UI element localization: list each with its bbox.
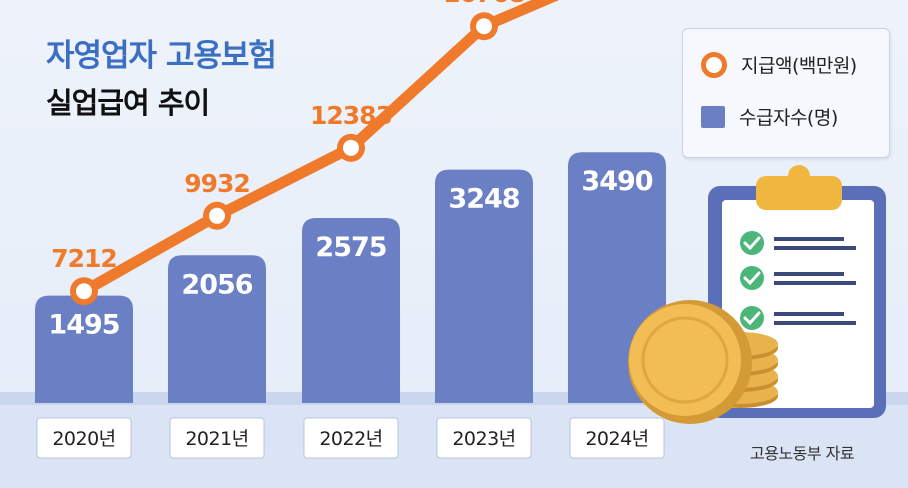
line-point-center-2: [343, 139, 359, 156]
checklist-line-b-1: [774, 281, 856, 285]
legend-line-label: 지급액(백만원): [741, 55, 857, 77]
checklist-line-b-0: [774, 246, 856, 250]
bar-value-label-4: 3490: [581, 166, 652, 197]
coin-stack-icon: [628, 300, 778, 424]
category-box-0: [36, 417, 132, 459]
line-value-label-2: 12383: [310, 101, 392, 130]
bar-value-label-0: 1495: [48, 310, 119, 341]
legend: 지급액(백만원) 수급자수(명): [682, 28, 890, 158]
bar-series: [35, 152, 666, 403]
bar-2: [302, 217, 400, 403]
big-coin-ring: [641, 316, 729, 404]
line-value-labels: 72129932123831676818822: [51, 0, 526, 273]
bar-value-label-3: 3248: [448, 184, 519, 215]
category-box-4: [569, 417, 665, 459]
legend-item-bar: 수급자수(명): [701, 103, 838, 130]
category-label-4: 2024년: [585, 428, 648, 450]
clipboard-clip: [756, 176, 842, 210]
check-glyph-0: [743, 236, 761, 251]
category-label-2: 2022년: [319, 428, 382, 450]
line-value-label-1: 9932: [184, 169, 250, 198]
line-point-center-1: [209, 207, 225, 224]
checklist-line-a-2: [774, 312, 844, 316]
checklist-line-a-1: [774, 272, 844, 276]
legend-bar-swatch: [701, 105, 725, 128]
chart-title: 자영업자 고용보험: [46, 38, 277, 74]
big-coin-face: [629, 304, 741, 416]
legend-item-line: 지급액(백만원): [701, 51, 857, 78]
bar-value-label-1: 2056: [181, 269, 252, 300]
line-series: [70, 0, 560, 306]
bar-0: [35, 295, 133, 403]
category-label-0: 2020년: [52, 428, 115, 450]
bar-3: [435, 169, 533, 403]
check-glyph-2: [743, 311, 761, 326]
source-note: 고용노동부 자료: [750, 444, 855, 463]
legend-line-marker: [701, 51, 727, 78]
category-labels: 2020년 2021년 2022년 2023년 2024년: [36, 417, 665, 459]
category-label-3: 2023년: [452, 428, 515, 450]
category-box-3: [436, 417, 532, 459]
check-glyph-1: [743, 271, 761, 286]
checklist-line-a-0: [774, 237, 844, 241]
category-box-2: [303, 417, 399, 459]
category-label-1: 2021년: [185, 428, 248, 450]
category-box-1: [169, 417, 265, 459]
line-value-label-3: 16768: [443, 0, 525, 8]
bar-1: [168, 255, 266, 403]
line-value-label-0: 7212: [51, 244, 117, 273]
bar-value-label-2: 2575: [315, 232, 386, 263]
line-point-center-3: [476, 18, 492, 35]
checklist-line-b-2: [774, 321, 856, 325]
clipboard-clip-top: [788, 165, 810, 187]
line-point-center-0: [76, 283, 92, 300]
bar-value-labels: 1495 2056 2575 3248 3490: [48, 166, 653, 341]
chart-subtitle: 실업급여 추이: [46, 86, 210, 120]
legend-bar-label: 수급자수(명): [739, 107, 838, 129]
